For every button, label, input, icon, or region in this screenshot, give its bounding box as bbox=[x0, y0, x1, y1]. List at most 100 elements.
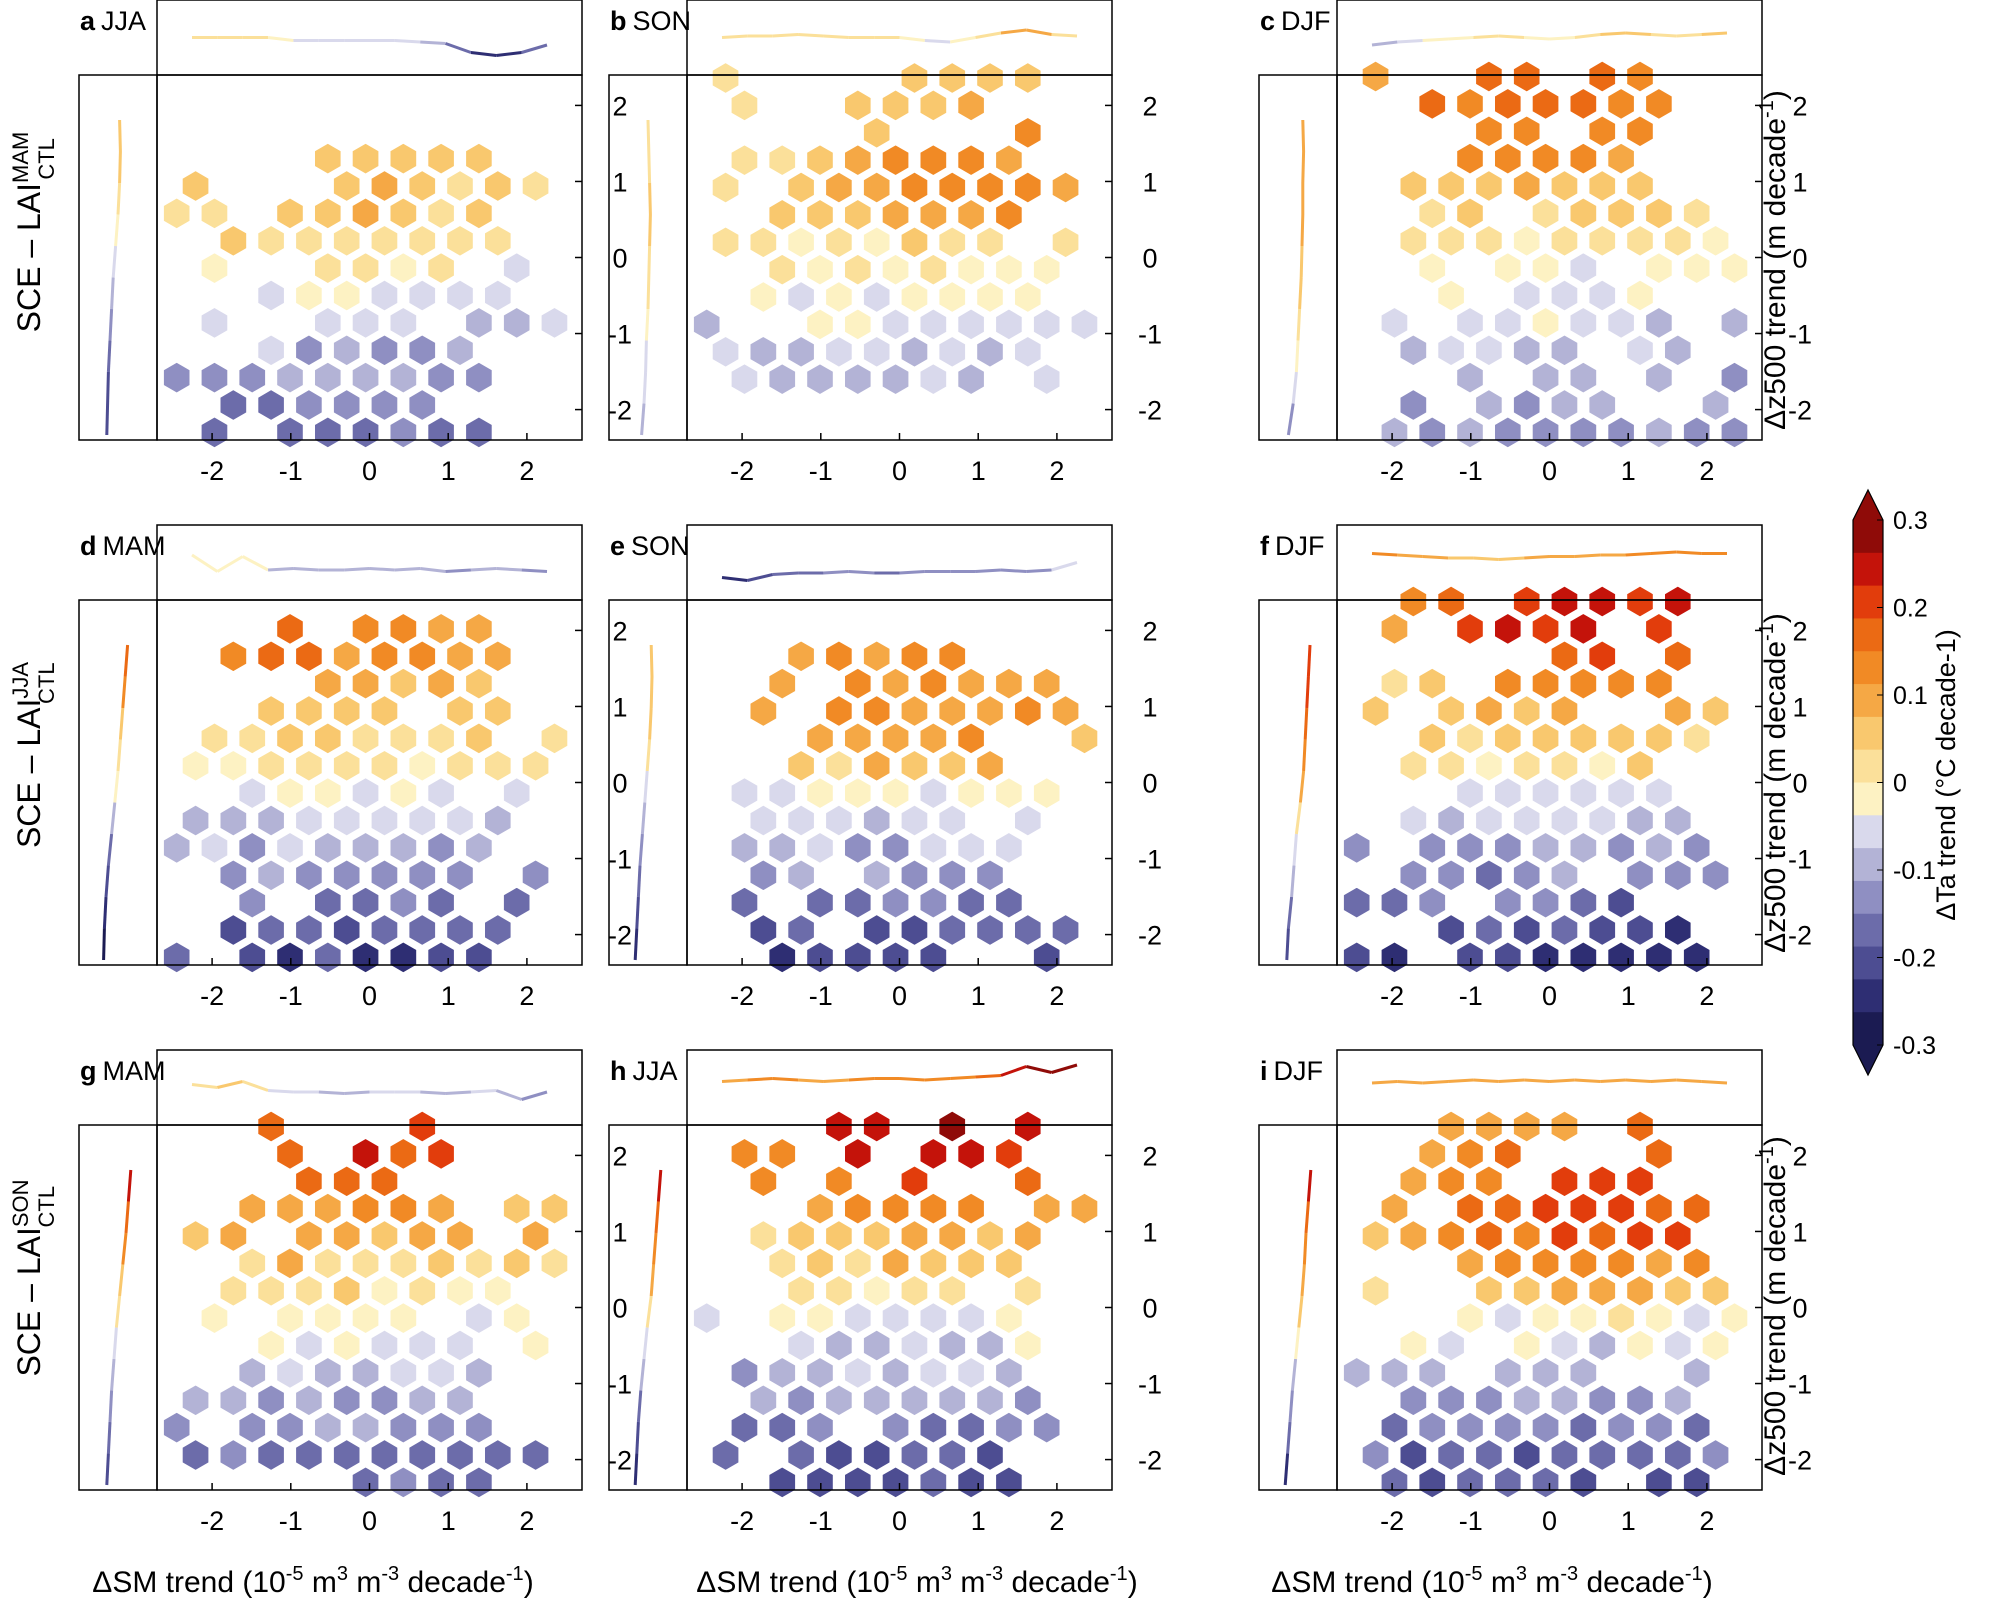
hexbin-cell bbox=[881, 363, 910, 396]
left-marginal-segment bbox=[649, 644, 654, 677]
hexbin-cell bbox=[1361, 1438, 1390, 1472]
y-tick-label: 0 bbox=[1142, 244, 1157, 274]
top-marginal-frame bbox=[686, 0, 1113, 76]
hexbin-cell bbox=[408, 224, 437, 257]
right-label-main: Δz500 trend (m decade bbox=[1759, 118, 1792, 430]
hexbin-cell bbox=[313, 722, 342, 755]
hexbin-cell bbox=[1013, 1384, 1042, 1417]
top-marginal-line bbox=[191, 553, 548, 573]
hexbin-cell bbox=[919, 722, 948, 755]
hexbin-cell bbox=[408, 804, 437, 837]
hexbin-cell bbox=[1625, 1438, 1655, 1472]
hexbin-cell bbox=[521, 1438, 550, 1472]
left-marginal-segment bbox=[1302, 739, 1307, 772]
right-label-sup: -1 bbox=[1756, 100, 1778, 118]
x-tick-label: 1 bbox=[1621, 981, 1636, 1011]
hexbin-cell bbox=[957, 1411, 986, 1444]
hexbin-cell bbox=[1418, 1356, 1447, 1390]
hexbin-cell bbox=[881, 1247, 910, 1280]
hexbin-cell bbox=[483, 224, 512, 257]
hexbin-cell bbox=[540, 1247, 569, 1280]
left-marginal-frame bbox=[78, 1124, 158, 1491]
hexbin-cell bbox=[994, 667, 1023, 700]
y-tick-label: 1 bbox=[612, 167, 627, 197]
hexbin-cell bbox=[938, 749, 967, 782]
panel-a: -2 -1 0 1 2 -2 -1 0 1 2 a JJA bbox=[78, 0, 632, 486]
hexbin-cell bbox=[200, 1301, 229, 1335]
hexbin-cell bbox=[900, 640, 929, 673]
hexbin-cell bbox=[957, 198, 986, 232]
top-marginal-segment bbox=[1625, 31, 1652, 36]
hexbin-cell bbox=[1512, 224, 1541, 257]
hexbin-cell bbox=[1644, 1137, 1673, 1171]
hexbin-cell bbox=[1032, 1411, 1061, 1444]
hexbin-cell bbox=[464, 722, 493, 755]
hexbin-layer bbox=[692, 1110, 1099, 1499]
hexbin-cell bbox=[427, 416, 456, 449]
hexbin-cell bbox=[768, 1137, 797, 1171]
hexbin-cell bbox=[938, 1329, 967, 1362]
xl-e: ) bbox=[524, 1566, 534, 1599]
hexbin-cell bbox=[257, 1438, 286, 1472]
hexbin-cell bbox=[332, 1165, 361, 1198]
hexbin-cell bbox=[843, 1137, 872, 1171]
hexbin-cell bbox=[1455, 416, 1485, 449]
top-marginal-segment bbox=[975, 31, 1002, 39]
hexbin-cell bbox=[181, 1219, 210, 1253]
hexbin-cell bbox=[1531, 361, 1560, 394]
left-marginal-segment bbox=[102, 928, 106, 961]
hexbin-cell bbox=[389, 1192, 418, 1225]
hexbin-cell bbox=[1569, 612, 1598, 646]
left-marginal-segment bbox=[635, 896, 640, 929]
xl-sup3: -3 bbox=[1560, 1563, 1578, 1585]
hexbin-cell bbox=[1474, 169, 1503, 203]
hexbin-cell bbox=[957, 1356, 986, 1390]
hexbin-cell bbox=[351, 1466, 380, 1499]
hexbin-cell bbox=[1588, 1165, 1617, 1198]
hexbin-cell bbox=[1474, 1165, 1503, 1198]
hexbin-layer bbox=[162, 1110, 569, 1499]
left-marginal-segment bbox=[1290, 1358, 1298, 1391]
hexbin-cell bbox=[1531, 886, 1560, 919]
hexbin-cell bbox=[938, 61, 967, 95]
hexbin-cell bbox=[1399, 1384, 1428, 1417]
hexbin-cell bbox=[1051, 694, 1080, 728]
hexbin-cell bbox=[238, 1247, 267, 1280]
hexbin-cell bbox=[787, 1219, 816, 1253]
top-marginal-segment bbox=[721, 1078, 748, 1083]
hexbin-cell bbox=[824, 640, 853, 673]
top-marginal-segment bbox=[1473, 556, 1499, 561]
hexbin-cell bbox=[1569, 722, 1598, 755]
left-marginal-segment bbox=[1294, 1327, 1301, 1360]
hexbin-cell bbox=[1051, 913, 1080, 947]
hexbin-cell bbox=[1437, 913, 1466, 947]
hexbin-cell bbox=[1625, 1384, 1655, 1417]
top-marginal-line bbox=[721, 561, 1078, 582]
hexbin-cell bbox=[938, 1274, 967, 1307]
hexbin-cell bbox=[1493, 831, 1522, 865]
colorbar-segment bbox=[1853, 815, 1883, 849]
hexbin-cell bbox=[1455, 306, 1485, 340]
hexbin-cell bbox=[1569, 886, 1598, 919]
hexbin-cell bbox=[843, 198, 872, 232]
hexbin-cell bbox=[938, 913, 967, 947]
hexbin-cell bbox=[389, 776, 418, 810]
top-marginal-segment bbox=[1000, 568, 1027, 573]
hexbin-cell bbox=[711, 61, 740, 95]
y-tick-label: 1 bbox=[1792, 1217, 1807, 1247]
top-marginal-segment bbox=[1625, 552, 1652, 557]
hexbin-cell bbox=[1550, 749, 1579, 782]
hexbin-cell bbox=[1512, 115, 1541, 148]
hexbin-cell bbox=[294, 1384, 323, 1417]
hexbin-cell bbox=[446, 1329, 474, 1362]
hexbin-cell bbox=[1380, 1466, 1409, 1499]
hexbin-cell bbox=[900, 1438, 929, 1472]
y-tick-label: 1 bbox=[1142, 692, 1157, 722]
hexbin-cell bbox=[1493, 306, 1522, 340]
top-marginal-segment bbox=[1397, 39, 1423, 44]
hexbin-cell bbox=[994, 1466, 1023, 1499]
y-tick-label: -1 bbox=[608, 320, 632, 350]
hexbin-cell bbox=[446, 1384, 474, 1417]
hexbin-cell bbox=[1493, 886, 1522, 919]
hexbin-cell bbox=[257, 334, 286, 367]
